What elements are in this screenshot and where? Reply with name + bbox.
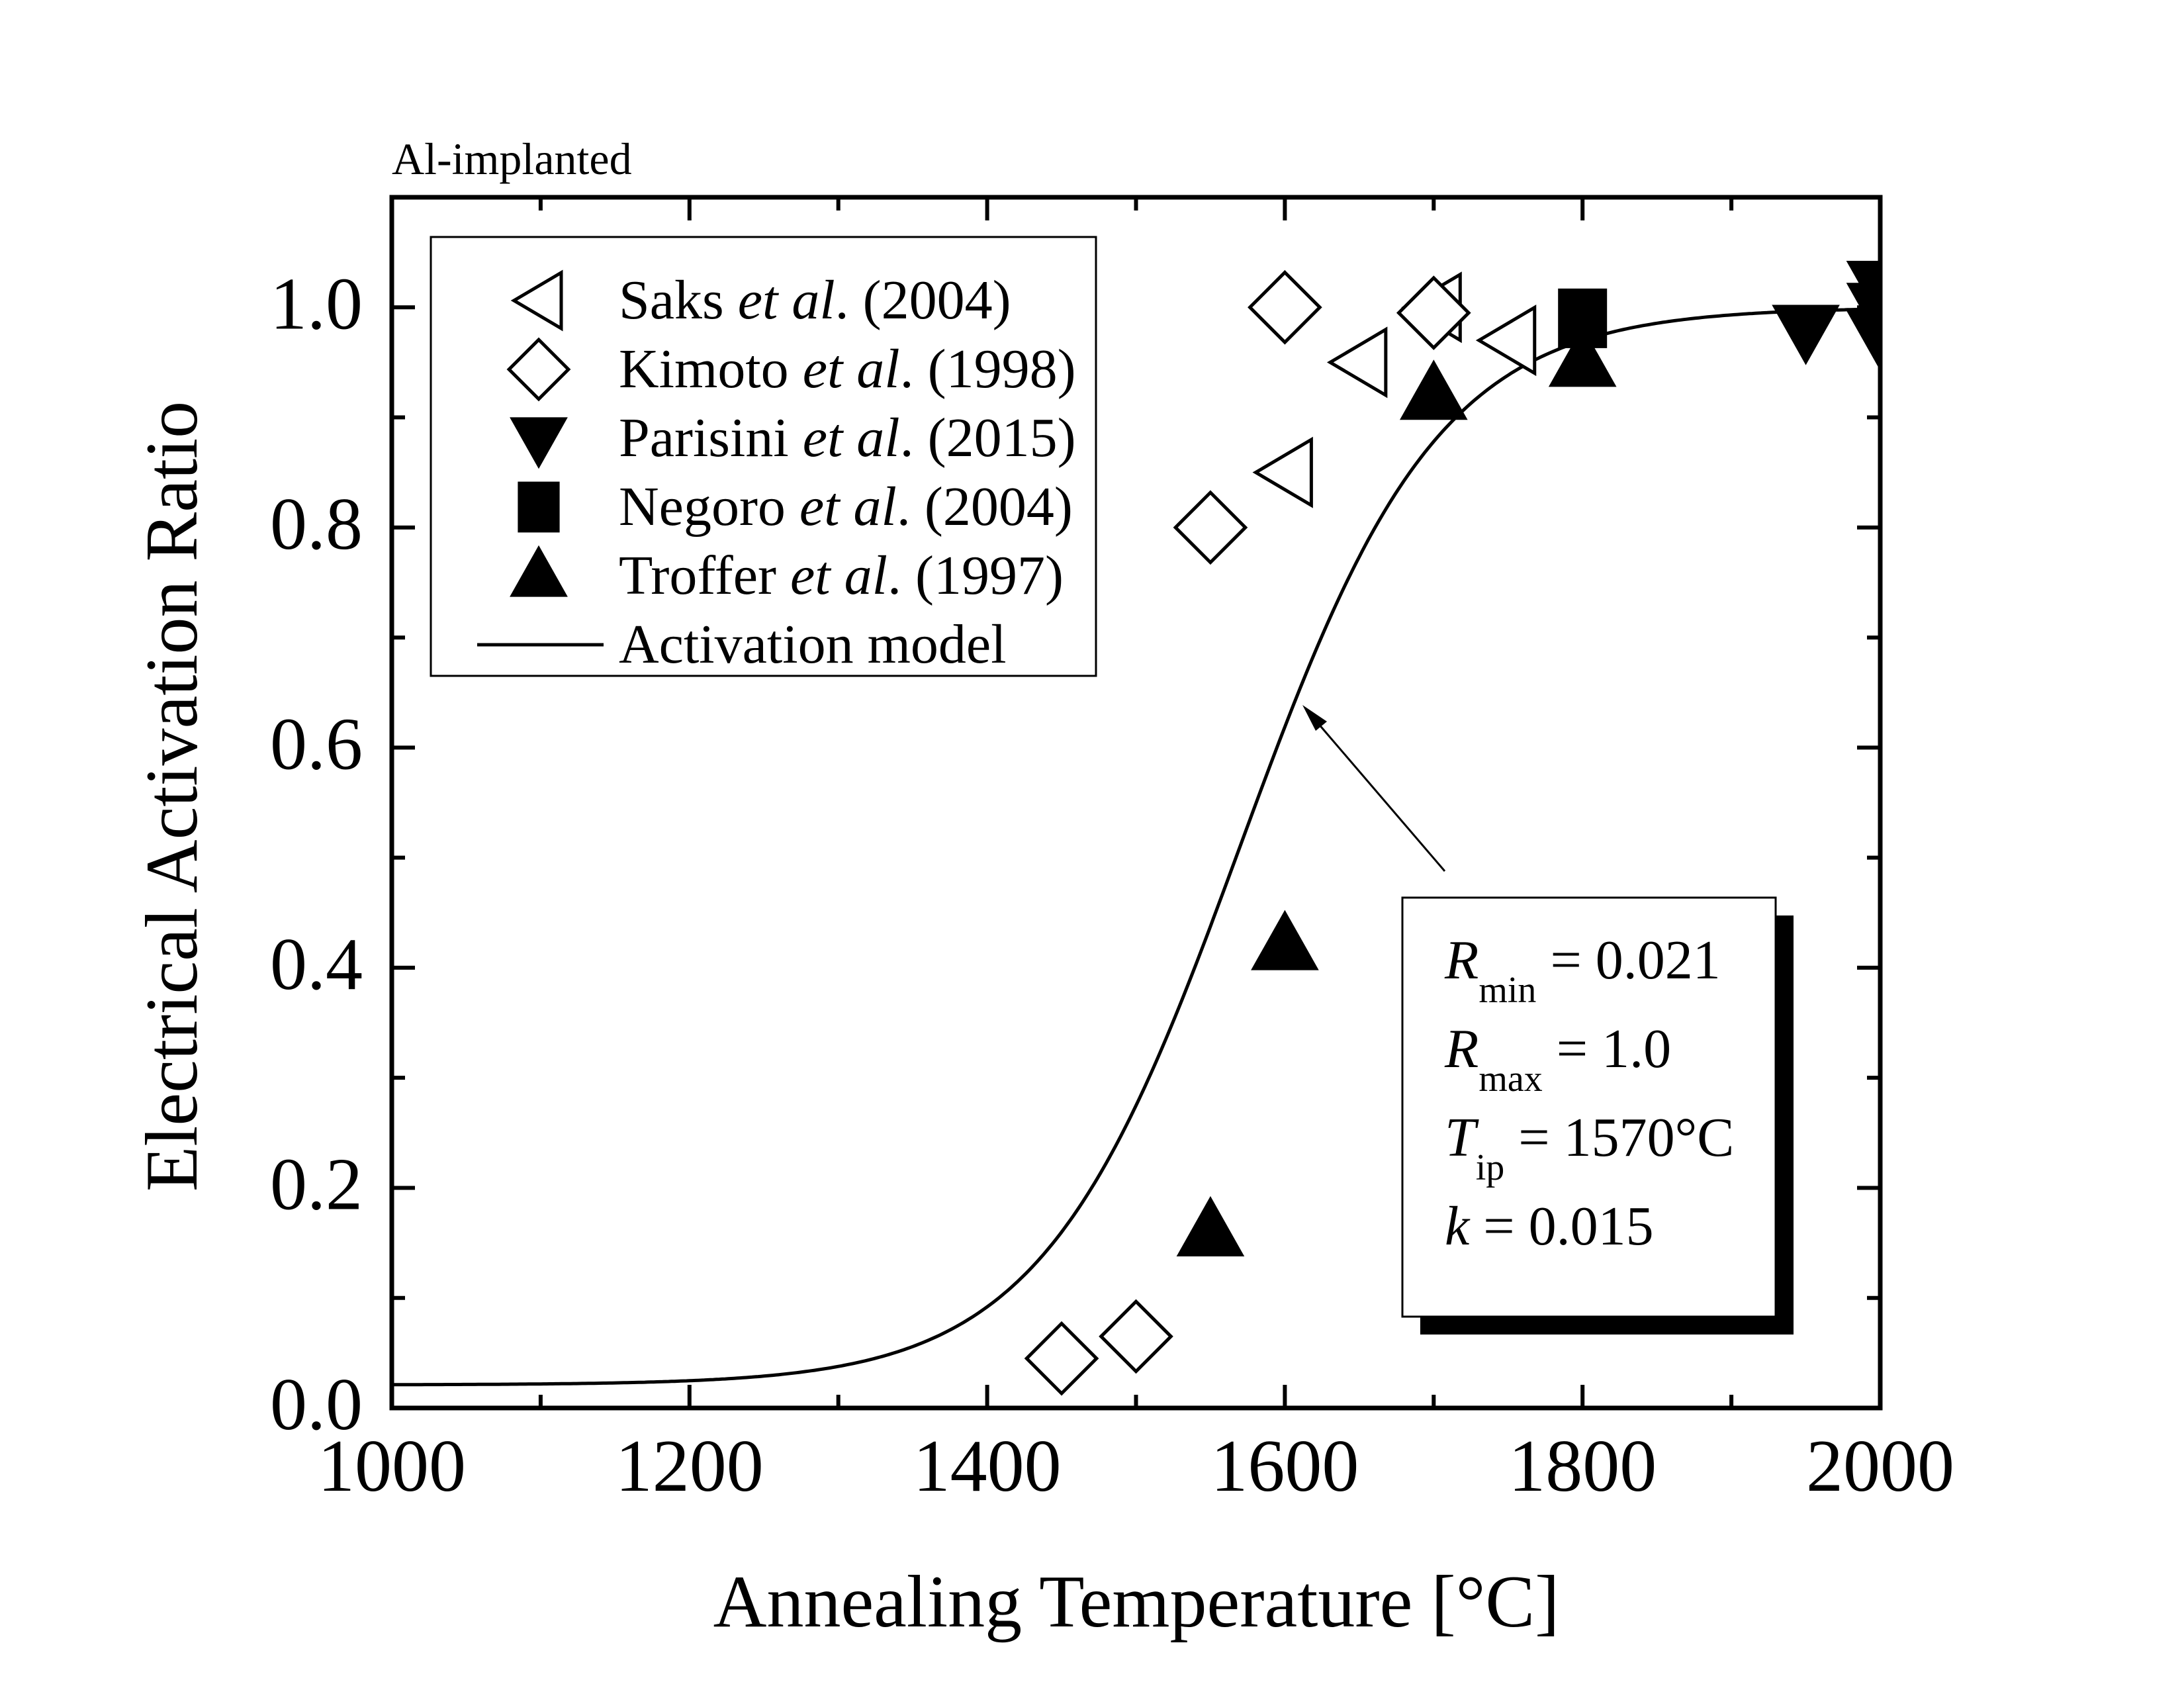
y-tick-label: 0.4 (270, 923, 363, 1006)
data-point-kimoto (1248, 269, 1322, 345)
legend-label-negoro: Negoro et al. (2004) (619, 476, 1073, 538)
data-point-saks (1326, 326, 1388, 399)
legend-marker-saks (510, 269, 563, 332)
x-tick-label: 1600 (1210, 1425, 1359, 1507)
legend-marker-troffer (510, 545, 568, 597)
x-tick-label: 1000 (318, 1425, 466, 1507)
x-tick-label: 1200 (615, 1425, 764, 1507)
parameter-box-frame (1401, 896, 1777, 1318)
annotation-arrow (1302, 705, 1446, 872)
parameter-rmin: Rmin = 0.021 (1444, 929, 1721, 1011)
data-point-troffer (1548, 326, 1617, 387)
data-markers (1024, 261, 1880, 1396)
parameter-tip: Tip = 1570°C (1445, 1107, 1734, 1188)
series-negoro (1558, 288, 1608, 348)
legend-label-troffer: Troffer et al. (1997) (619, 545, 1064, 606)
data-point-parisini (1772, 305, 1840, 365)
data-point-troffer (1399, 359, 1468, 420)
legend-label-saks: Saks et al. (2004) (619, 269, 1011, 331)
series-parisini (1772, 261, 1880, 371)
data-point-kimoto (1024, 1321, 1099, 1396)
x-tick-label: 1400 (913, 1425, 1062, 1507)
arrow-head-icon (1302, 705, 1327, 731)
tick-labels: 1000 1200 1400 1600 1800 2000 0.0 0.2 0.4 0.6 0.8 1… (270, 263, 1954, 1507)
y-tick-label: 1.0 (270, 263, 363, 345)
data-point-troffer (1251, 910, 1319, 970)
data-point-negoro (1558, 288, 1608, 348)
legend-label-model: Activation model (619, 614, 1007, 675)
series-troffer (1176, 326, 1617, 1256)
y-tick-label: 0.2 (270, 1143, 363, 1225)
data-point-troffer (1176, 1196, 1245, 1256)
data-point-kimoto (1173, 490, 1248, 565)
x-tick-label: 1800 (1508, 1425, 1657, 1507)
legend-marker-parisini (510, 417, 568, 469)
arrow-shaft (1312, 718, 1446, 872)
parameter-k: k = 0.015 (1445, 1196, 1654, 1257)
legend-label-kimoto: Kimoto et al. (1998) (619, 338, 1076, 400)
y-axis-title: Electrical Activation Ratio (131, 401, 213, 1192)
x-axis-title: Annealing Temperature [°C] (713, 1561, 1560, 1643)
plot-frame (389, 195, 1883, 1411)
legend-marker-negoro (518, 481, 560, 533)
parameter-rmax: Rmax = 1.0 (1444, 1018, 1671, 1100)
activation-model-curve (392, 307, 1880, 1387)
y-tick-label: 0.8 (270, 483, 363, 565)
data-point-kimoto (1396, 275, 1471, 350)
data-point-parisini (1846, 310, 1880, 371)
legend-marker-kimoto (506, 337, 571, 402)
data-point-saks (1252, 436, 1313, 508)
data-point-kimoto (1099, 1299, 1173, 1374)
y-tick-label: 0.6 (270, 703, 363, 785)
legend-label-parisini: Parisini et al. (2015) (619, 407, 1076, 469)
x-tick-label: 2000 (1806, 1425, 1954, 1507)
corner-label: Al-implanted (392, 134, 632, 184)
series-kimoto (1024, 269, 1471, 1396)
legend: Saks et al. (2004) Kimoto et al. (1998) Pa… (430, 236, 1097, 677)
y-tick-label: 0.0 (270, 1364, 363, 1446)
data-point-saks (1475, 305, 1537, 377)
